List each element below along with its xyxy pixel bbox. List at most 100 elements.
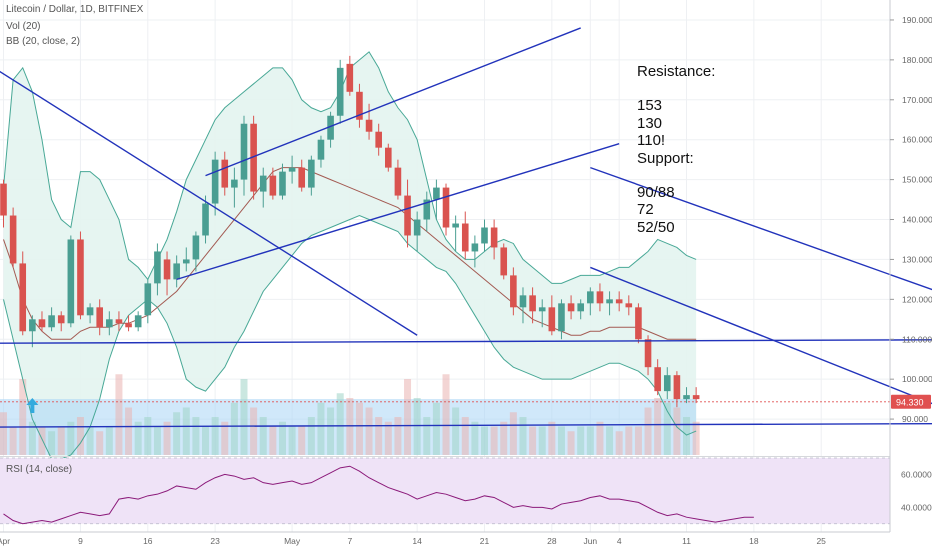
volume-bar [67, 421, 75, 455]
candle-body [250, 123, 257, 192]
trendline [0, 70, 418, 336]
candle [587, 287, 594, 316]
volume-bar [163, 421, 171, 455]
candle [154, 243, 161, 296]
candle-body [625, 303, 633, 308]
indicator-vol-label[interactable]: Vol (20) [6, 21, 41, 32]
candle [529, 287, 536, 324]
candle-body [481, 227, 488, 244]
volume-bar [529, 426, 537, 455]
x-tick-label: Apr [0, 536, 10, 546]
candle-body [375, 131, 382, 148]
y-tick-label: 150.000 [902, 175, 932, 185]
candle-body [452, 223, 459, 228]
volume-bar [9, 426, 17, 455]
volume-bar [202, 426, 210, 455]
candle-body [259, 175, 267, 192]
candle-body [115, 319, 123, 324]
candle [510, 267, 517, 316]
volume-bar [250, 407, 258, 455]
candle-body [567, 303, 575, 312]
volume-bar [615, 431, 623, 455]
volume-bar [336, 393, 344, 455]
candle-body [510, 275, 517, 308]
candle-body [144, 283, 152, 316]
bollinger-fill [3, 51, 697, 459]
x-tick-label: 11 [682, 536, 691, 546]
candle [211, 151, 219, 216]
chart-symbol-title: Litecoin / Dollar, 1D, BITFINEX [6, 4, 144, 15]
candle-body [106, 319, 113, 328]
volume-bar [423, 417, 431, 455]
y-tick-label: 140.000 [902, 215, 932, 225]
candle-body [423, 199, 431, 220]
candle-body [327, 115, 334, 140]
trendline [590, 166, 932, 291]
candle [250, 115, 257, 200]
volume-bar [0, 412, 7, 455]
volume-bar [548, 421, 556, 455]
volume-bar [96, 431, 104, 455]
candle-body [413, 219, 421, 236]
candle [567, 295, 575, 320]
x-tick-label: 28 [547, 536, 557, 546]
resistance-level: 153 [637, 97, 663, 115]
indicator-bb-label[interactable]: BB (20, close, 2) [6, 36, 80, 47]
candle [0, 179, 7, 228]
candle [38, 311, 46, 332]
candle [625, 295, 633, 316]
candle [644, 335, 652, 376]
volume-bar [192, 417, 200, 455]
volume-bar [259, 417, 267, 455]
candle [182, 247, 190, 272]
volume-bar [134, 421, 142, 455]
volume-bar [692, 421, 700, 455]
indicator-rsi-label[interactable]: RSI (14, close) [6, 464, 73, 475]
candle [336, 59, 344, 124]
volume-bar [240, 379, 248, 455]
candle-body [211, 159, 219, 204]
x-tick-label: Jun [583, 536, 597, 546]
candle-body [654, 367, 661, 392]
candle [144, 279, 152, 324]
annotation-text: Resistance: 153 130 110! Support: 90/88 … [637, 63, 715, 236]
x-tick-label: 14 [412, 536, 422, 546]
candle [654, 359, 661, 396]
trendline [590, 266, 932, 405]
candle-body [279, 171, 286, 196]
candle-body [490, 227, 498, 248]
candle [423, 191, 431, 232]
volume-bar [500, 421, 508, 455]
candle-body [154, 251, 161, 284]
y-tick-label: 160.000 [902, 135, 932, 145]
up-arrow-head [26, 398, 39, 405]
candles [0, 55, 700, 408]
candle-body [67, 239, 75, 324]
candle [442, 183, 450, 236]
x-tick-label: 18 [749, 536, 759, 546]
candle [385, 143, 392, 172]
candle [134, 311, 142, 332]
candle [519, 287, 527, 324]
candle [356, 83, 363, 128]
candle-body [365, 119, 373, 132]
x-tick-label: 23 [210, 536, 220, 546]
volume-bar [567, 431, 575, 455]
volume-bar [288, 426, 296, 455]
candle-body [298, 167, 306, 188]
volume-bar [596, 421, 604, 455]
candle [308, 155, 315, 196]
volume-bar [673, 407, 681, 455]
candle [673, 371, 681, 408]
candle [558, 299, 565, 340]
volume-bar [365, 407, 373, 455]
rsi-band-fill [0, 458, 890, 524]
rsi-line [3, 465, 754, 525]
volume-bar [461, 417, 469, 455]
volume-bar [278, 421, 286, 455]
y-tick-label: 170.000 [902, 95, 932, 105]
x-tick-label: 21 [480, 536, 490, 546]
volume-bar [625, 426, 633, 455]
candle-body [288, 167, 296, 172]
